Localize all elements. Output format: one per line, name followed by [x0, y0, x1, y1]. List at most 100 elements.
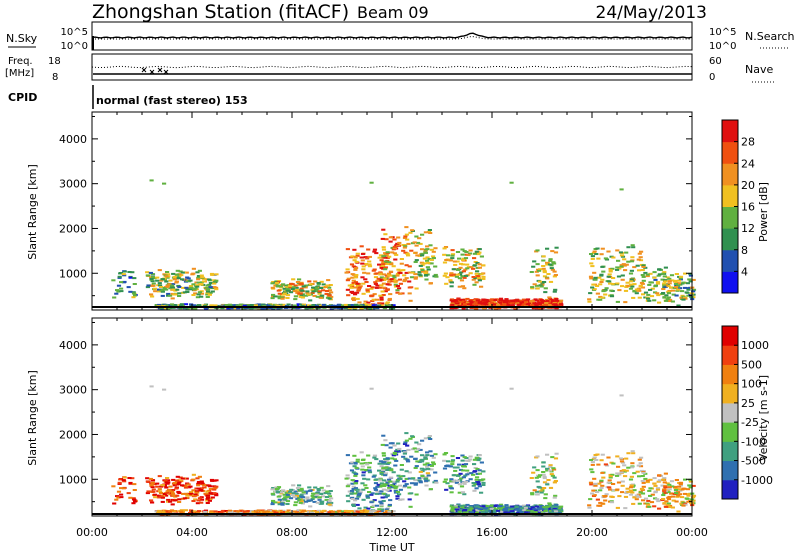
heatmap-cell — [378, 294, 383, 297]
heatmap-cell — [312, 500, 317, 503]
heatmap-cell — [535, 299, 540, 302]
heatmap-cell — [667, 506, 672, 509]
heatmap-cell — [352, 259, 357, 262]
heatmap-cell — [381, 286, 386, 289]
heatmap-cell — [280, 297, 285, 300]
heatmap-cell — [433, 273, 438, 276]
heatmap-cell — [373, 488, 378, 491]
heatmap-cell — [178, 476, 183, 479]
heatmap-cell — [402, 244, 407, 247]
heatmap-cell — [300, 495, 305, 498]
heatmap-cell — [349, 469, 355, 472]
heatmap-cell — [231, 304, 236, 307]
heatmap-cell — [389, 307, 394, 310]
heatmap-cell — [387, 283, 392, 286]
heatmap-cell — [398, 484, 403, 487]
heatmap-cell — [496, 307, 501, 310]
heatmap-cell — [603, 257, 608, 260]
heatmap-cell — [425, 266, 430, 269]
heatmap-cell — [362, 477, 367, 480]
heatmap-cell — [387, 297, 392, 300]
heatmap-cell — [281, 283, 286, 286]
heatmap-cell — [688, 499, 693, 502]
heatmap-cell — [117, 482, 122, 485]
chart-title: Zhongshan Station (fitACF) — [92, 1, 349, 23]
heatmap-cell — [271, 487, 276, 490]
heatmap-cell — [406, 242, 411, 245]
heatmap-cell — [469, 266, 474, 269]
heatmap-cell — [399, 468, 404, 471]
heatmap-cell — [453, 299, 458, 302]
heatmap-cell — [398, 272, 403, 275]
heatmap-cell — [310, 494, 315, 497]
heatmap-cell — [609, 289, 614, 292]
heatmap-cell — [592, 456, 597, 459]
noise-search-series — [92, 36, 692, 40]
heatmap-cell — [279, 491, 284, 494]
heatmap-cell — [645, 275, 650, 278]
heatmap-cell — [383, 268, 388, 271]
heatmap-cell — [313, 280, 318, 283]
heatmap-cell — [691, 293, 696, 296]
heatmap-cell — [535, 263, 540, 266]
heatmap-cell — [378, 492, 383, 495]
heatmap-cell — [445, 276, 450, 279]
heatmap-cell — [442, 453, 447, 456]
heatmap-cell — [353, 268, 358, 271]
ytick-label: 3000 — [59, 384, 87, 397]
heatmap-cell — [384, 508, 389, 511]
heatmap-cell — [653, 278, 658, 281]
heatmap-cell — [628, 272, 634, 275]
heatmap-cell — [367, 469, 372, 472]
heatmap-cell — [367, 285, 372, 288]
heatmap-cell — [242, 304, 247, 307]
heatmap-cell — [413, 479, 418, 482]
heatmap-cell — [457, 298, 462, 301]
heatmap-cell — [390, 280, 395, 283]
power-heatmap-cells — [111, 179, 697, 310]
heatmap-cell — [481, 275, 486, 278]
heatmap-cell — [239, 303, 244, 306]
heatmap-cell — [593, 276, 598, 279]
heatmap-cell — [295, 281, 301, 284]
heatmap-cell — [361, 471, 366, 474]
heatmap-cell — [373, 282, 378, 285]
heatmap-cell — [265, 510, 271, 513]
heatmap-cell — [474, 456, 479, 459]
heatmap-cell — [500, 510, 505, 513]
heatmap-cell — [626, 284, 631, 287]
heatmap-cell — [533, 504, 538, 507]
heatmap-cell — [619, 254, 625, 257]
heatmap-cell — [365, 495, 370, 498]
heatmap-cell — [167, 283, 172, 286]
heatmap-cell — [160, 290, 165, 293]
heatmap-cell — [681, 298, 686, 301]
heatmap-cell — [467, 252, 473, 255]
heatmap-cell — [599, 479, 604, 482]
heatmap-cell — [355, 510, 360, 513]
heatmap-cell — [477, 263, 482, 266]
heatmap-cell — [590, 286, 595, 289]
heatmap-cell — [168, 493, 173, 496]
heatmap-cell — [176, 483, 181, 486]
heatmap-cell — [361, 265, 366, 268]
heatmap-cell — [265, 304, 271, 307]
heatmap-cell — [408, 505, 413, 508]
heatmap-cell — [383, 439, 388, 442]
heatmap-cell — [620, 274, 625, 277]
heatmap-cell — [468, 300, 473, 303]
heatmap-cell — [379, 276, 384, 279]
heatmap-cell — [162, 484, 167, 487]
heatmap-cell — [465, 297, 470, 300]
heatmap-cell — [434, 481, 439, 484]
heatmap-cell — [160, 496, 165, 499]
heatmap-cell — [403, 235, 408, 238]
heatmap-cell — [351, 282, 356, 285]
heatmap-cell — [420, 270, 426, 273]
heatmap-cell — [300, 502, 305, 505]
heatmap-cell — [669, 492, 674, 495]
heatmap-cell — [355, 490, 361, 493]
heatmap-cell — [397, 287, 402, 290]
heatmap-cell — [119, 496, 124, 499]
heatmap-cell — [112, 502, 117, 505]
